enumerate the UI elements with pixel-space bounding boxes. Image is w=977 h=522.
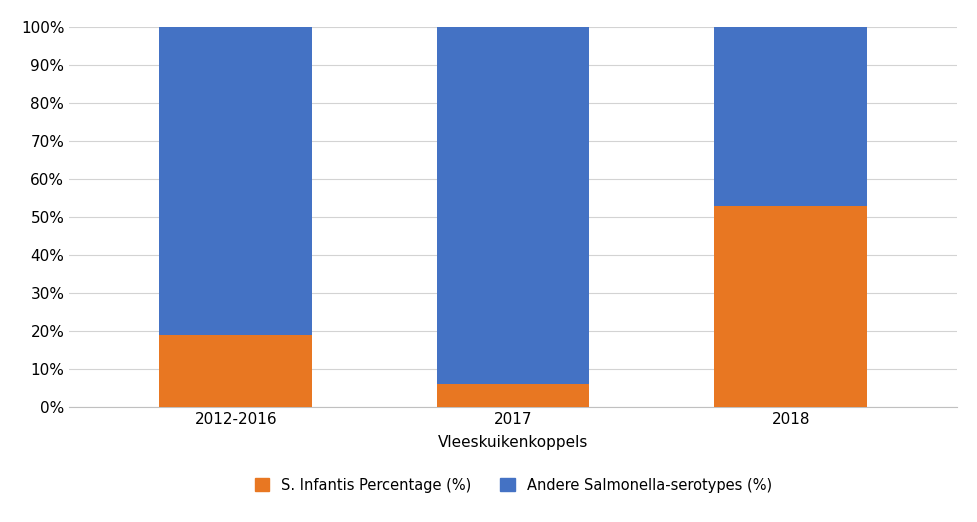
Bar xyxy=(159,335,312,407)
Bar xyxy=(437,27,589,384)
Legend: S. Infantis Percentage (%), Andere Salmonella-serotypes (%): S. Infantis Percentage (%), Andere Salmo… xyxy=(248,472,777,499)
Bar xyxy=(713,206,866,407)
X-axis label: Vleeskuikenkoppels: Vleeskuikenkoppels xyxy=(438,435,588,450)
Bar xyxy=(159,27,312,335)
Bar xyxy=(437,384,589,407)
Bar xyxy=(713,27,866,206)
